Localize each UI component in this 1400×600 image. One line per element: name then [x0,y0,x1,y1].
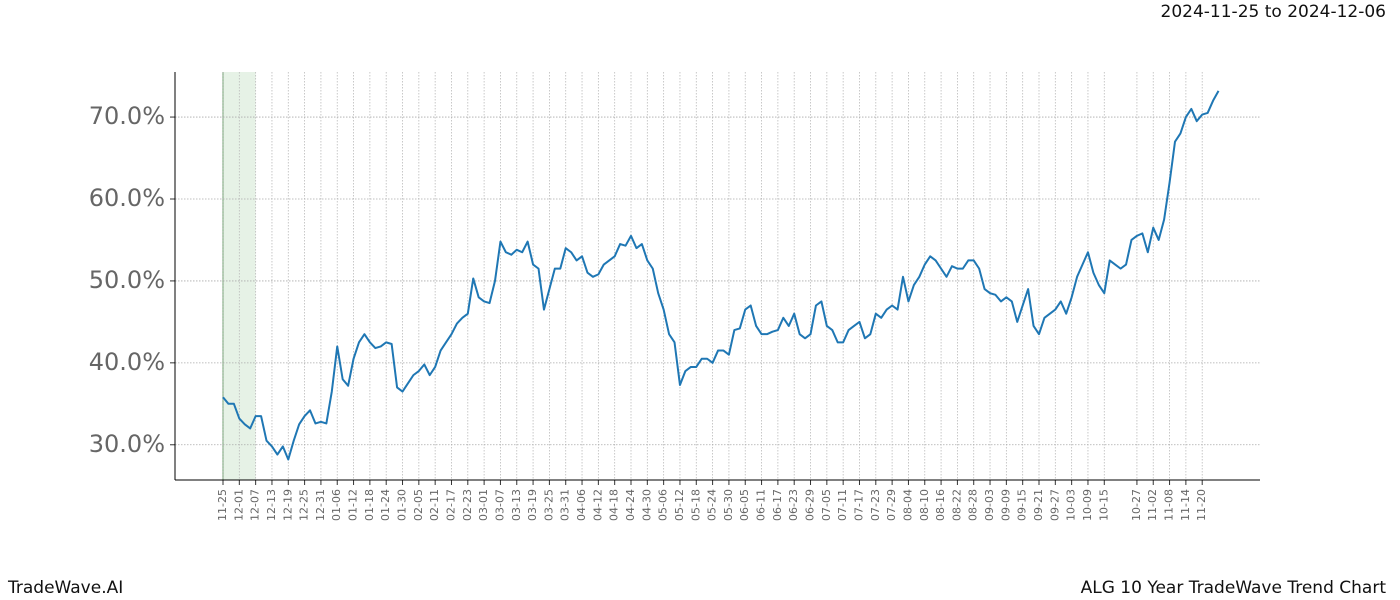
x-tick-label: 03-13 [510,489,523,521]
x-tick-label: 01-24 [379,489,392,521]
x-tick-label: 10-03 [1065,489,1078,521]
chart-title: 2024-11-25 to 2024-12-06 [1161,2,1386,22]
x-tick-label: 07-17 [852,489,865,521]
x-tick-label: 01-06 [330,489,343,521]
x-tick-label: 07-05 [820,489,833,521]
x-tick-label: 02-05 [412,489,425,521]
x-tick-label: 11-02 [1146,489,1159,521]
x-tick-label: 01-12 [347,489,360,521]
x-tick-label: 11-25 [216,489,229,521]
x-tick-label: 12-07 [249,489,262,521]
x-tick-label: 06-23 [787,489,800,521]
x-tick-label: 07-29 [885,489,898,521]
x-tick-label: 11-08 [1163,489,1176,521]
x-tick-label: 04-18 [608,489,621,521]
x-tick-label: 10-09 [1081,489,1094,521]
x-tick-label: 11-14 [1179,489,1192,521]
x-tick-label: 08-04 [901,489,914,521]
x-tick-label: 05-06 [657,489,670,521]
x-tick-label: 02-11 [428,489,441,521]
y-tick-label: 70.0% [89,102,165,130]
x-tick-label: 09-09 [999,489,1012,521]
x-tick-label: 12-13 [265,489,278,521]
x-tick-label: 12-19 [281,489,294,521]
x-tick-label: 06-05 [738,489,751,521]
x-tick-label: 05-18 [689,489,702,521]
footer-brand: TradeWave.AI [7,578,123,598]
x-tick-label: 06-17 [771,489,784,521]
y-tick-label: 30.0% [89,430,165,458]
x-tick-label: 08-28 [967,489,980,521]
x-tick-label: 01-30 [396,489,409,521]
x-tick-label: 05-24 [706,489,719,521]
x-tick-label: 03-31 [559,489,572,521]
trend-line [222,90,1220,461]
x-tick-label: 11-20 [1195,489,1208,521]
y-tick-label: 60.0% [89,184,165,212]
x-tick-label: 06-29 [804,489,817,521]
x-tick-label: 09-27 [1048,489,1061,521]
x-tick-label: 03-07 [493,489,506,521]
x-tick-label: 03-25 [542,489,555,521]
x-tick-label: 01-18 [363,489,376,521]
x-tick-label: 03-19 [526,489,539,521]
x-tick-label: 04-30 [640,489,653,521]
footer-caption: ALG 10 Year TradeWave Trend Chart [1081,578,1387,598]
x-tick-label: 02-17 [444,489,457,521]
x-tick-label: 07-23 [869,489,882,521]
x-tick-label: 12-25 [298,489,311,521]
x-tick-label: 08-16 [934,489,947,521]
x-tick-label: 04-06 [575,489,588,521]
x-tick-label: 04-12 [591,489,604,521]
x-tick-label: 08-10 [918,489,931,521]
x-tick-label: 08-22 [950,489,963,521]
x-tick-label: 09-03 [983,489,996,521]
x-tick-label: 06-11 [755,489,768,521]
x-tick-label: 07-11 [836,489,849,521]
x-tick-label: 03-01 [477,489,490,521]
y-tick-label: 40.0% [89,348,165,376]
x-tick-label: 04-24 [624,489,637,521]
x-tick-label: 09-15 [1016,489,1029,521]
x-tick-label: 05-12 [673,489,686,521]
x-tick-label: 10-27 [1130,489,1143,521]
x-tick-label: 02-23 [461,489,474,521]
x-tick-label: 12-01 [232,489,245,521]
x-tick-label: 09-21 [1032,489,1045,521]
x-tick-label: 12-31 [314,489,327,521]
y-tick-label: 50.0% [89,266,165,294]
x-tick-label: 05-30 [722,489,735,521]
x-tick-label: 10-15 [1097,489,1110,521]
